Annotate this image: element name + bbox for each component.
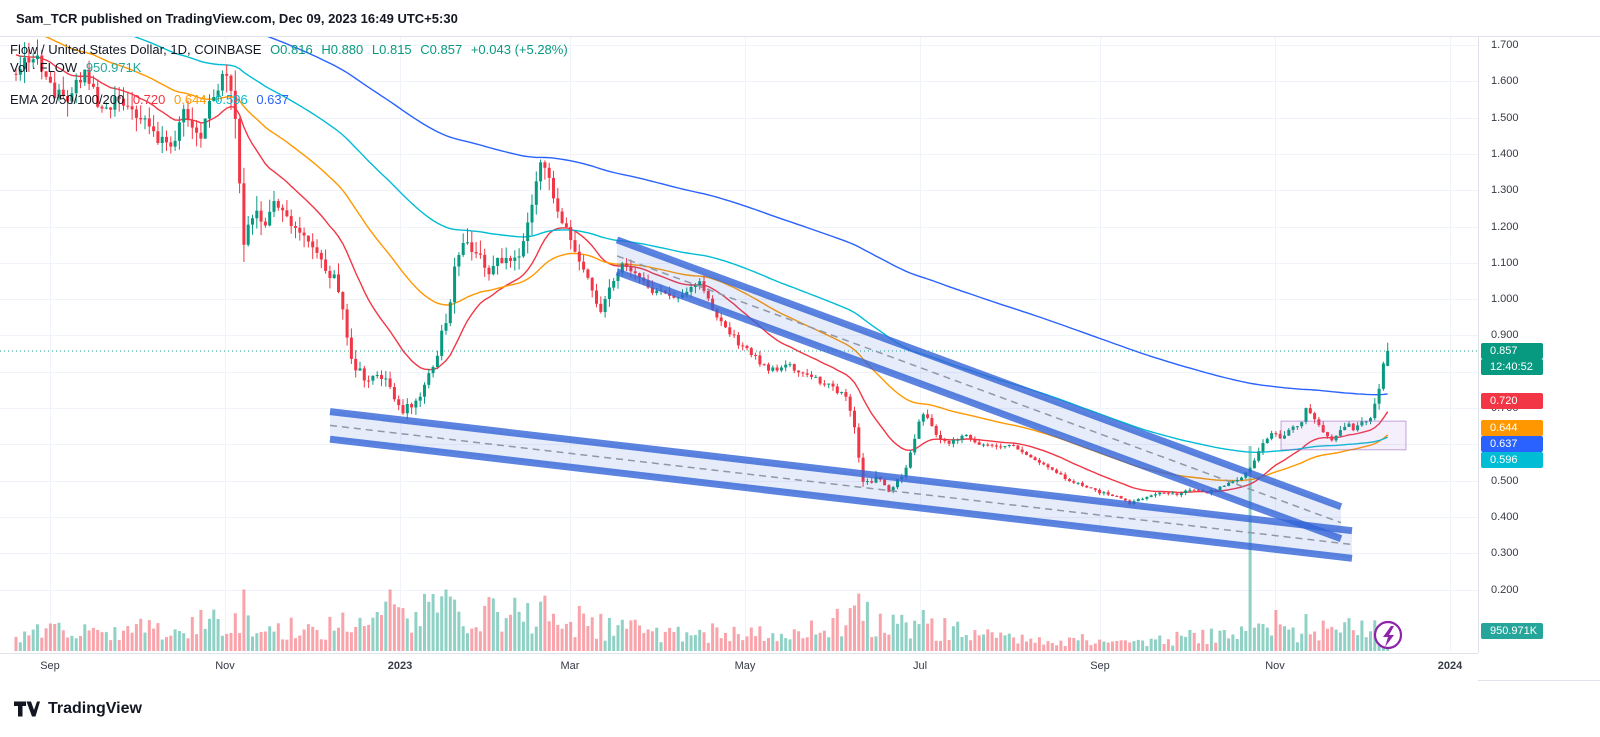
price-tick-0.900: 0.900 <box>1491 329 1519 341</box>
price-tick-1.200: 1.200 <box>1491 221 1519 233</box>
publish-info-text: Sam_TCR published on TradingView.com, De… <box>16 10 458 26</box>
time-tick-Nov: Nov <box>1265 660 1285 672</box>
time-tick-Sep: Sep <box>1090 660 1110 672</box>
time-tick-Mar: Mar <box>560 660 580 672</box>
tradingview-logo-icon[interactable] <box>14 701 40 717</box>
time-tick-Sep: Sep <box>40 660 60 672</box>
volume-layer <box>14 446 1390 652</box>
grid-layer <box>0 37 1478 651</box>
ema100-line <box>133 37 1388 454</box>
candles-layer <box>14 39 1390 506</box>
chart-frame: Flow / United States Dollar, 1D, COINBAS… <box>0 36 1600 682</box>
price-tick-1.400: 1.400 <box>1491 148 1519 160</box>
price-chart-pane[interactable]: Flow / United States Dollar, 1D, COINBAS… <box>0 37 1478 653</box>
price-tick-1.300: 1.300 <box>1491 184 1519 196</box>
ema200-line <box>267 37 1388 396</box>
footer-bar: TradingView <box>0 681 1600 737</box>
price-tick-1.600: 1.600 <box>1491 75 1519 87</box>
ema-lines <box>15 37 1389 494</box>
volume-badge: 950.971K <box>1481 623 1543 639</box>
price-tick-1.500: 1.500 <box>1491 112 1519 124</box>
price-tick-1.100: 1.100 <box>1491 257 1519 269</box>
channel-drawings[interactable] <box>329 236 1353 562</box>
bar-countdown-badge: 12:40:52 <box>1481 359 1543 375</box>
ema50-badge: 0.644 <box>1481 420 1543 436</box>
price-axis[interactable]: 1.700 1.600 1.500 1.400 1.300 1.200 1.100 1.000… <box>1478 37 1600 653</box>
time-axis[interactable]: Sep Nov 2023 Mar May Jul Sep Nov 2024 <box>0 653 1478 682</box>
price-tick-0.200: 0.200 <box>1491 584 1519 596</box>
ema50-line <box>44 37 1389 482</box>
price-tick-1.000: 1.000 <box>1491 293 1519 305</box>
price-tick-0.400: 0.400 <box>1491 511 1519 523</box>
last-price-badge: 0.857 <box>1481 343 1543 359</box>
candlestick-chart[interactable] <box>0 37 1478 653</box>
price-tick-1.700: 1.700 <box>1491 39 1519 51</box>
ema100-badge: 0.596 <box>1481 452 1543 468</box>
publish-info-bar: Sam_TCR published on TradingView.com, De… <box>0 0 1600 36</box>
tradingview-wordmark[interactable]: TradingView <box>48 700 142 717</box>
time-tick-Nov: Nov <box>215 660 235 672</box>
ema20-line <box>15 54 1389 494</box>
time-tick-May: May <box>734 660 756 672</box>
time-tick-2024: 2024 <box>1437 660 1463 672</box>
ema20-badge: 0.720 <box>1481 393 1543 409</box>
highlight-box[interactable] <box>1280 420 1407 451</box>
time-tick-Jul: Jul <box>912 660 928 672</box>
price-tick-0.500: 0.500 <box>1491 475 1519 487</box>
lightning-stamp-icon <box>1373 620 1403 650</box>
price-tick-0.300: 0.300 <box>1491 547 1519 559</box>
time-tick-2023: 2023 <box>387 660 413 672</box>
ema200-badge: 0.637 <box>1481 436 1543 452</box>
